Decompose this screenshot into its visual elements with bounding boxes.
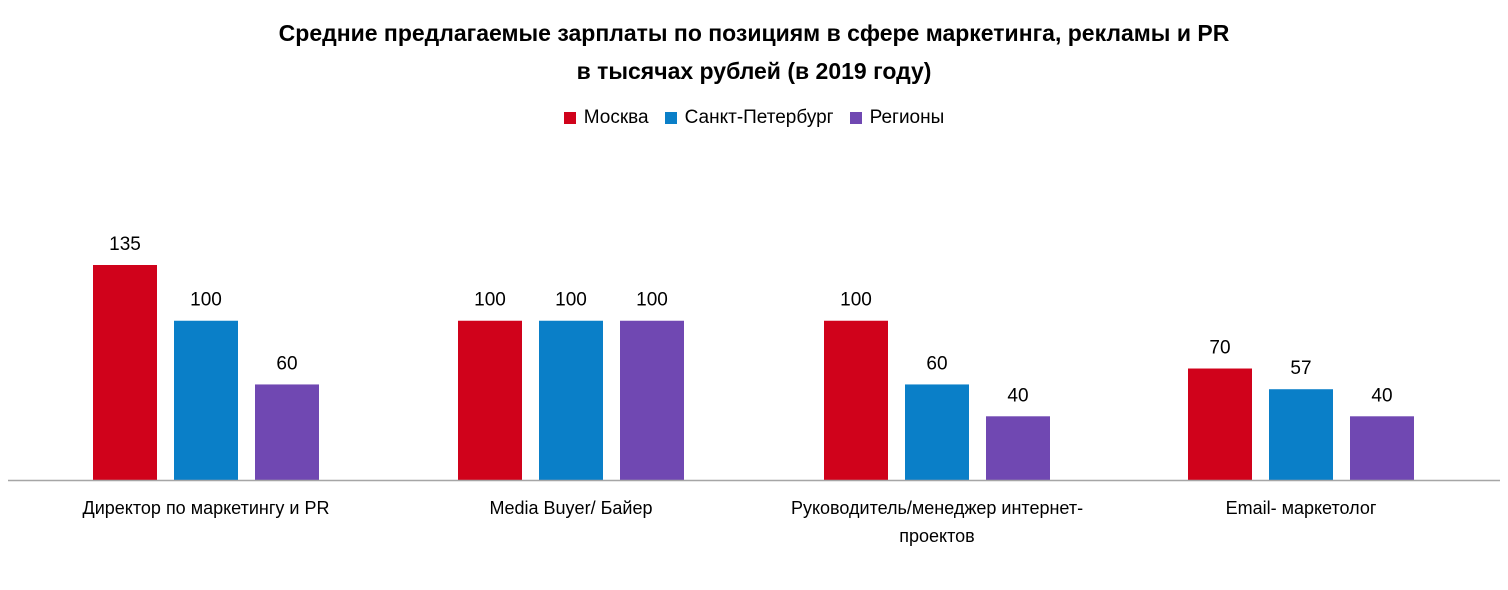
data-label-regions-1: 60 [276, 353, 297, 374]
data-label-spb-4: 57 [1290, 358, 1311, 379]
bar-moscow-3 [824, 320, 888, 480]
data-label-spb-3: 60 [926, 353, 947, 374]
legend-swatch-regions [849, 112, 862, 124]
data-label-regions-3: 40 [1007, 385, 1028, 406]
bar-moscow-4 [1188, 368, 1252, 480]
chart-title: Средние предлагаемые зарплаты по позиция… [278, 20, 1230, 46]
data-label-regions-2: 100 [636, 290, 668, 311]
bar-spb-4 [1269, 389, 1333, 480]
chart-subtitle: в тысячах рублей (в 2019 году) [576, 58, 932, 84]
category-label-2: Media Buyer/ Байер [490, 498, 653, 518]
data-label-moscow-4: 70 [1209, 338, 1230, 359]
legend-label-regions: Регионы [869, 107, 945, 128]
data-label-moscow-2: 100 [474, 290, 506, 311]
bar-spb-3 [905, 384, 969, 480]
data-label-moscow-3: 100 [840, 290, 872, 311]
data-label-regions-4: 40 [1371, 385, 1392, 406]
legend-label-spb: Санкт-Петербург [684, 107, 834, 128]
legend-item-moscow: Москва [563, 107, 649, 129]
data-label-moscow-1: 135 [109, 234, 141, 255]
bar-regions-1 [255, 384, 319, 480]
legend: Москва Санкт-Петербург Регионы [0, 107, 1508, 129]
bar-spb-2 [539, 320, 603, 480]
category-label-1: Директор по маркетингу и PR [83, 498, 330, 518]
legend-item-regions: Регионы [849, 107, 945, 129]
data-label-spb-2: 100 [555, 290, 587, 311]
legend-swatch-spb [664, 112, 677, 124]
legend-swatch-moscow [563, 112, 576, 124]
bar-spb-1 [174, 320, 238, 480]
bar-regions-2 [620, 320, 684, 480]
bar-moscow-1 [93, 265, 157, 480]
category-label-4: Email- маркетолог [1226, 498, 1377, 518]
legend-item-spb: Санкт-Петербург [664, 107, 834, 129]
data-label-spb-1: 100 [190, 290, 222, 311]
bar-regions-4 [1350, 416, 1414, 480]
legend-label-moscow: Москва [583, 107, 649, 128]
bar-moscow-2 [458, 320, 522, 480]
category-label-3: Руководитель/менеджер интернет-проектов [791, 498, 1083, 546]
bar-regions-3 [986, 416, 1050, 480]
